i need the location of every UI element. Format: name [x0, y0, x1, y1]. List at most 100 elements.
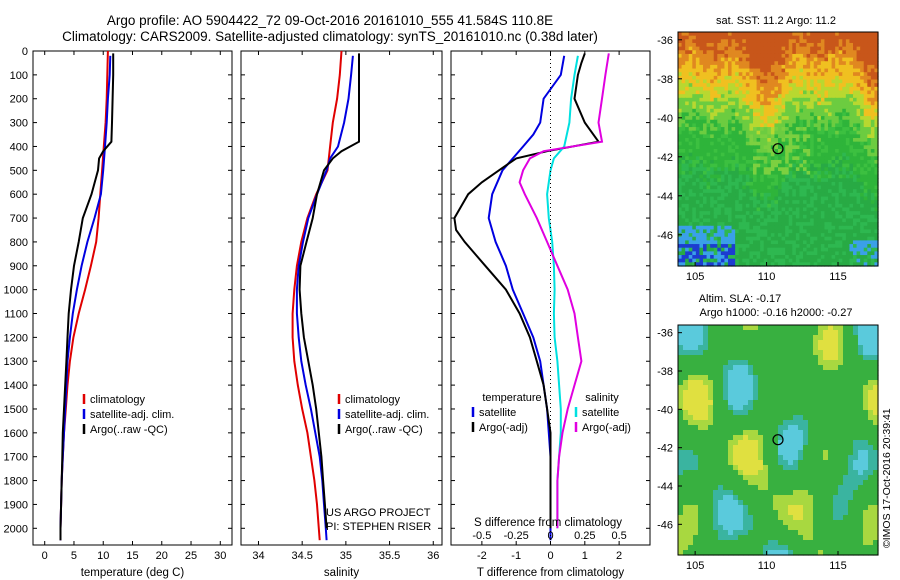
x-tick-label: 25	[185, 550, 197, 562]
series-line-satelliteadjclim	[295, 55, 354, 541]
legend-label: satellite-adj. clim.	[90, 409, 174, 421]
y-tick-label: 1500	[4, 404, 28, 416]
y-tick-label: 1000	[4, 285, 28, 297]
map-y-tick-label: -46	[657, 230, 673, 242]
argo-location-marker	[772, 143, 784, 155]
difference-panel: -2 -1 0 1 2 T difference from climatology -0.5…	[450, 50, 651, 579]
plot-frame	[32, 50, 233, 546]
map-y-tick-label: -44	[657, 191, 673, 203]
y-tick-label: 100	[10, 70, 28, 82]
y-tick-label: 400	[10, 141, 28, 153]
s-diff-tick-label: 0.25	[574, 530, 595, 542]
x-tick-label: 10	[97, 550, 109, 562]
map-y-tick-label: -42	[657, 152, 673, 164]
map-y-tick-label: -42	[657, 443, 673, 455]
map-y-tick-label: -44	[657, 481, 673, 493]
map-frame	[677, 324, 879, 556]
series-line-argoadj	[518, 53, 610, 529]
x-axis-label: temperature (deg C)	[81, 567, 185, 579]
map-x-tick-label: 105	[686, 560, 704, 572]
s-diff-tick-label: -0.25	[504, 530, 529, 542]
x-tick-label: -2	[477, 550, 487, 562]
x-tick-label: 34.5	[291, 550, 312, 562]
sla-map-panel: 105 110 115 -36 -38 -40 -42 -44 -46	[657, 324, 879, 572]
x-axis-label: salinity	[324, 567, 359, 579]
annotation-line-2: PI: STEPHEN RISER	[326, 521, 431, 533]
sla-map-title: Altim. SLA: -0.17	[699, 293, 782, 305]
map-y-tick-label: -46	[657, 519, 673, 531]
plot-frame	[240, 50, 443, 546]
legend-label: Argo(..raw -QC)	[345, 424, 423, 436]
y-tick-label: 1400	[4, 380, 28, 392]
y-tick-label: 500	[10, 165, 28, 177]
legend-label: satellite	[582, 407, 619, 419]
legend-label: Argo(..raw -QC)	[90, 424, 168, 436]
sst-map-title: sat. SST: 11.2 Argo: 11.2	[716, 15, 836, 27]
map-x-tick-label: 115	[829, 271, 847, 283]
legend-title-temperature: temperature	[482, 392, 541, 404]
legend-title-salinity: salinity	[585, 392, 619, 404]
sla-map-subtitle: Argo h1000: -0.16 h2000: -0.27	[700, 307, 853, 319]
y-tick-label: 900	[10, 261, 28, 273]
map-y-tick-label: -40	[657, 404, 673, 416]
x-tick-label: 34	[252, 550, 264, 562]
map-x-tick-label: 105	[686, 271, 704, 283]
map-y-tick-label: -40	[657, 113, 673, 125]
header-line-1: Argo profile: AO 5904422_72 09-Oct-2016 …	[106, 13, 554, 28]
legend-label: satellite-adj. clim.	[345, 409, 429, 421]
sst-map-panel: 105 110 115 -36 -38 -40 -42 -44 -46	[657, 31, 879, 283]
x-tick-label: 15	[126, 550, 138, 562]
y-tick-label: 1700	[4, 452, 28, 464]
argo-location-marker	[772, 434, 784, 446]
credit-text: ©IMOS 17-Oct-2016 20:39:41	[881, 408, 893, 548]
legend-label: Argo(-adj)	[582, 422, 631, 434]
map-y-tick-label: -38	[657, 74, 673, 86]
heatmap-cells	[678, 32, 879, 267]
heatmap-cells	[678, 325, 879, 556]
map-x-tick-label: 110	[758, 271, 776, 283]
y-tick-label: 1200	[4, 332, 28, 344]
x-tick-label: 2	[616, 550, 622, 562]
map-y-tick-label: -36	[657, 328, 673, 340]
y-tick-label: 800	[10, 237, 28, 249]
x-tick-label: 30	[214, 550, 226, 562]
map-y-tick-label: -36	[657, 35, 673, 47]
y-tick-label: 1800	[4, 476, 28, 488]
map-x-tick-label: 110	[758, 560, 776, 572]
s-diff-tick-label: -0.5	[472, 530, 491, 542]
series-line-argoadj	[453, 53, 601, 529]
annotation-line-1: US ARGO PROJECT	[326, 507, 431, 519]
series-line-argorawqc	[59, 53, 115, 541]
legend-label: satellite	[479, 407, 516, 419]
x-tick-label: -1	[511, 550, 521, 562]
map-x-tick-label: 115	[829, 560, 847, 572]
s-diff-axis-label: S difference from climatology	[474, 517, 622, 529]
y-tick-label: 0	[22, 46, 28, 58]
temperature-panel: 0 5 10 15 20 25 300100200300400500600700800900…	[4, 46, 233, 579]
y-tick-label: 1100	[4, 309, 28, 321]
x-tick-label: 5	[71, 550, 77, 562]
s-diff-tick-label: 0.5	[611, 530, 626, 542]
series-line-argorawqc	[298, 53, 360, 529]
x-tick-label: 0	[42, 550, 48, 562]
header-line-2: Climatology: CARS2009. Satellite-adjuste…	[62, 29, 598, 44]
map-frame	[677, 31, 879, 267]
salinity-panel: 34 34.5 35 35.5 36 salinity climatology satelli…	[240, 50, 443, 579]
y-tick-label: 600	[10, 189, 28, 201]
s-diff-tick-label: 0	[547, 530, 553, 542]
x-tick-label: 20	[156, 550, 168, 562]
x-axis-label: T difference from climatology	[477, 567, 624, 579]
x-tick-label: 35.5	[379, 550, 400, 562]
y-tick-label: 1900	[4, 499, 28, 511]
y-tick-label: 1300	[4, 356, 28, 368]
x-tick-label: 36	[427, 550, 439, 562]
x-tick-label: 0	[547, 550, 553, 562]
y-tick-label: 2000	[4, 523, 28, 535]
legend-label: Argo(-adj)	[479, 422, 528, 434]
series-line-climatology	[291, 50, 343, 541]
x-tick-label: 35	[340, 550, 352, 562]
map-y-tick-label: -38	[657, 366, 673, 378]
legend-label: climatology	[345, 394, 401, 406]
y-tick-label: 700	[10, 213, 28, 225]
